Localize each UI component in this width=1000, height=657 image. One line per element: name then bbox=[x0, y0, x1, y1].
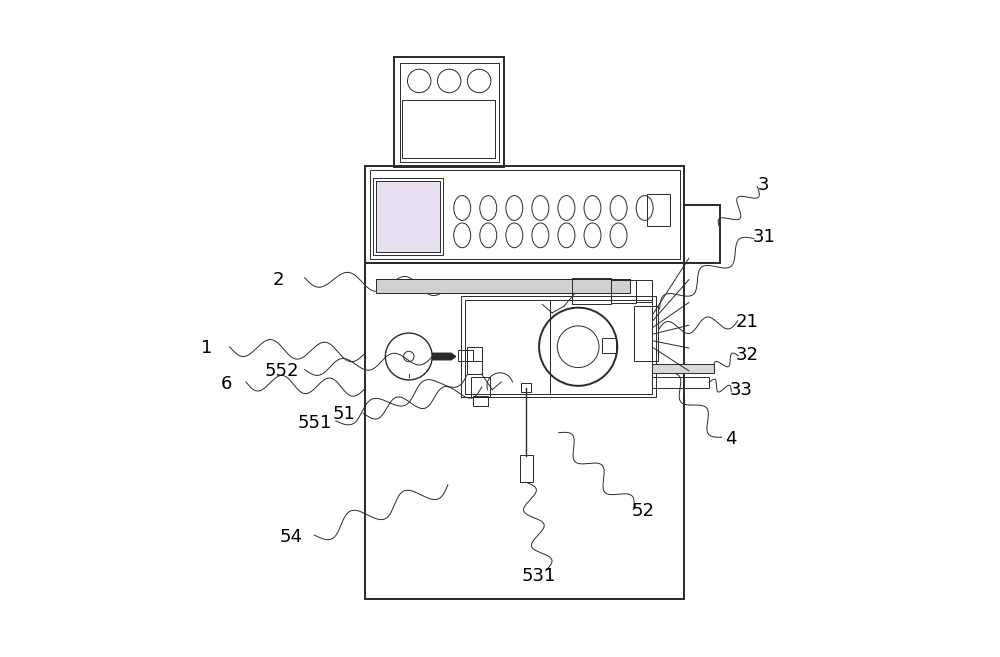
Bar bbox=[365, 166, 684, 263]
Text: 21: 21 bbox=[736, 313, 759, 331]
Bar bbox=[467, 347, 482, 374]
Bar bbox=[376, 181, 440, 252]
Text: 552: 552 bbox=[265, 362, 299, 380]
Bar bbox=[365, 263, 684, 599]
Bar bbox=[465, 300, 550, 394]
Bar bbox=[611, 280, 636, 303]
Text: 52: 52 bbox=[632, 502, 655, 520]
Bar bbox=[471, 377, 490, 397]
Text: 2: 2 bbox=[273, 271, 284, 288]
Text: 33: 33 bbox=[730, 381, 753, 399]
Bar bbox=[647, 194, 670, 226]
Bar bbox=[636, 281, 652, 302]
Text: 4: 4 bbox=[726, 430, 737, 448]
Bar bbox=[572, 279, 611, 304]
Bar bbox=[684, 205, 720, 263]
Text: 551: 551 bbox=[297, 414, 332, 432]
Text: 31: 31 bbox=[752, 228, 775, 246]
Text: 51: 51 bbox=[332, 405, 355, 424]
Text: 531: 531 bbox=[522, 567, 556, 585]
Bar bbox=[473, 396, 488, 406]
Bar bbox=[550, 300, 652, 394]
Bar bbox=[402, 101, 495, 158]
Text: 32: 32 bbox=[736, 346, 759, 363]
Bar bbox=[520, 455, 533, 482]
Polygon shape bbox=[432, 353, 456, 360]
Bar bbox=[634, 306, 658, 361]
Text: 54: 54 bbox=[280, 528, 303, 546]
Bar bbox=[458, 350, 473, 361]
Bar bbox=[461, 296, 656, 397]
Text: 6: 6 bbox=[221, 375, 232, 393]
Text: 1: 1 bbox=[201, 339, 213, 357]
Bar bbox=[370, 170, 680, 259]
Bar bbox=[394, 58, 504, 167]
Bar bbox=[376, 279, 630, 293]
Bar bbox=[652, 364, 714, 373]
Bar bbox=[373, 178, 443, 255]
Bar bbox=[652, 376, 709, 388]
Text: 3: 3 bbox=[758, 176, 770, 194]
Bar bbox=[521, 383, 531, 392]
Bar bbox=[602, 338, 616, 353]
Bar bbox=[400, 62, 499, 162]
